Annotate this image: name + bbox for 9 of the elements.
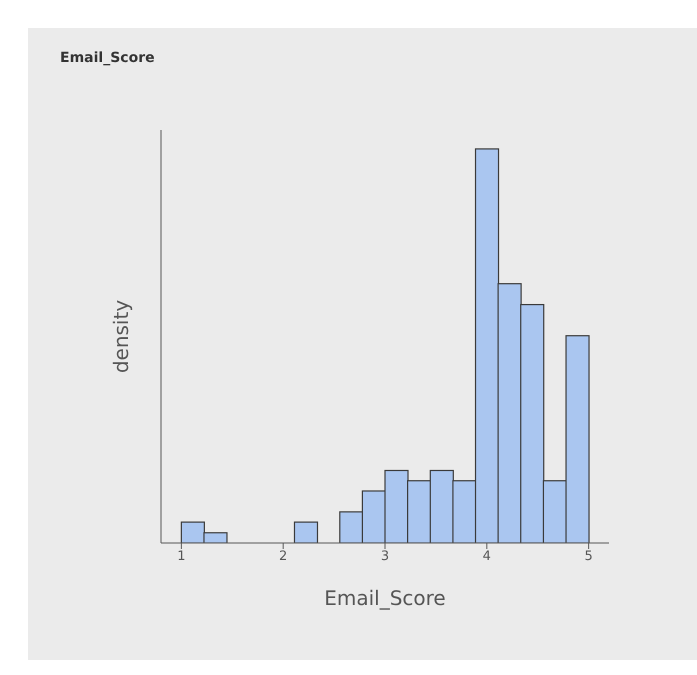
chart-title: Email_Score <box>60 50 155 66</box>
x-tick-label: 3 <box>380 549 390 564</box>
x-tick-label: 5 <box>584 549 593 564</box>
x-tick-label: 4 <box>482 549 491 564</box>
x-tick-label: 1 <box>177 549 186 564</box>
x-tick-label: 2 <box>279 549 288 564</box>
x-axis-title: Email_Score <box>324 586 446 610</box>
bar <box>294 522 318 543</box>
y-axis-title: density <box>109 300 134 374</box>
